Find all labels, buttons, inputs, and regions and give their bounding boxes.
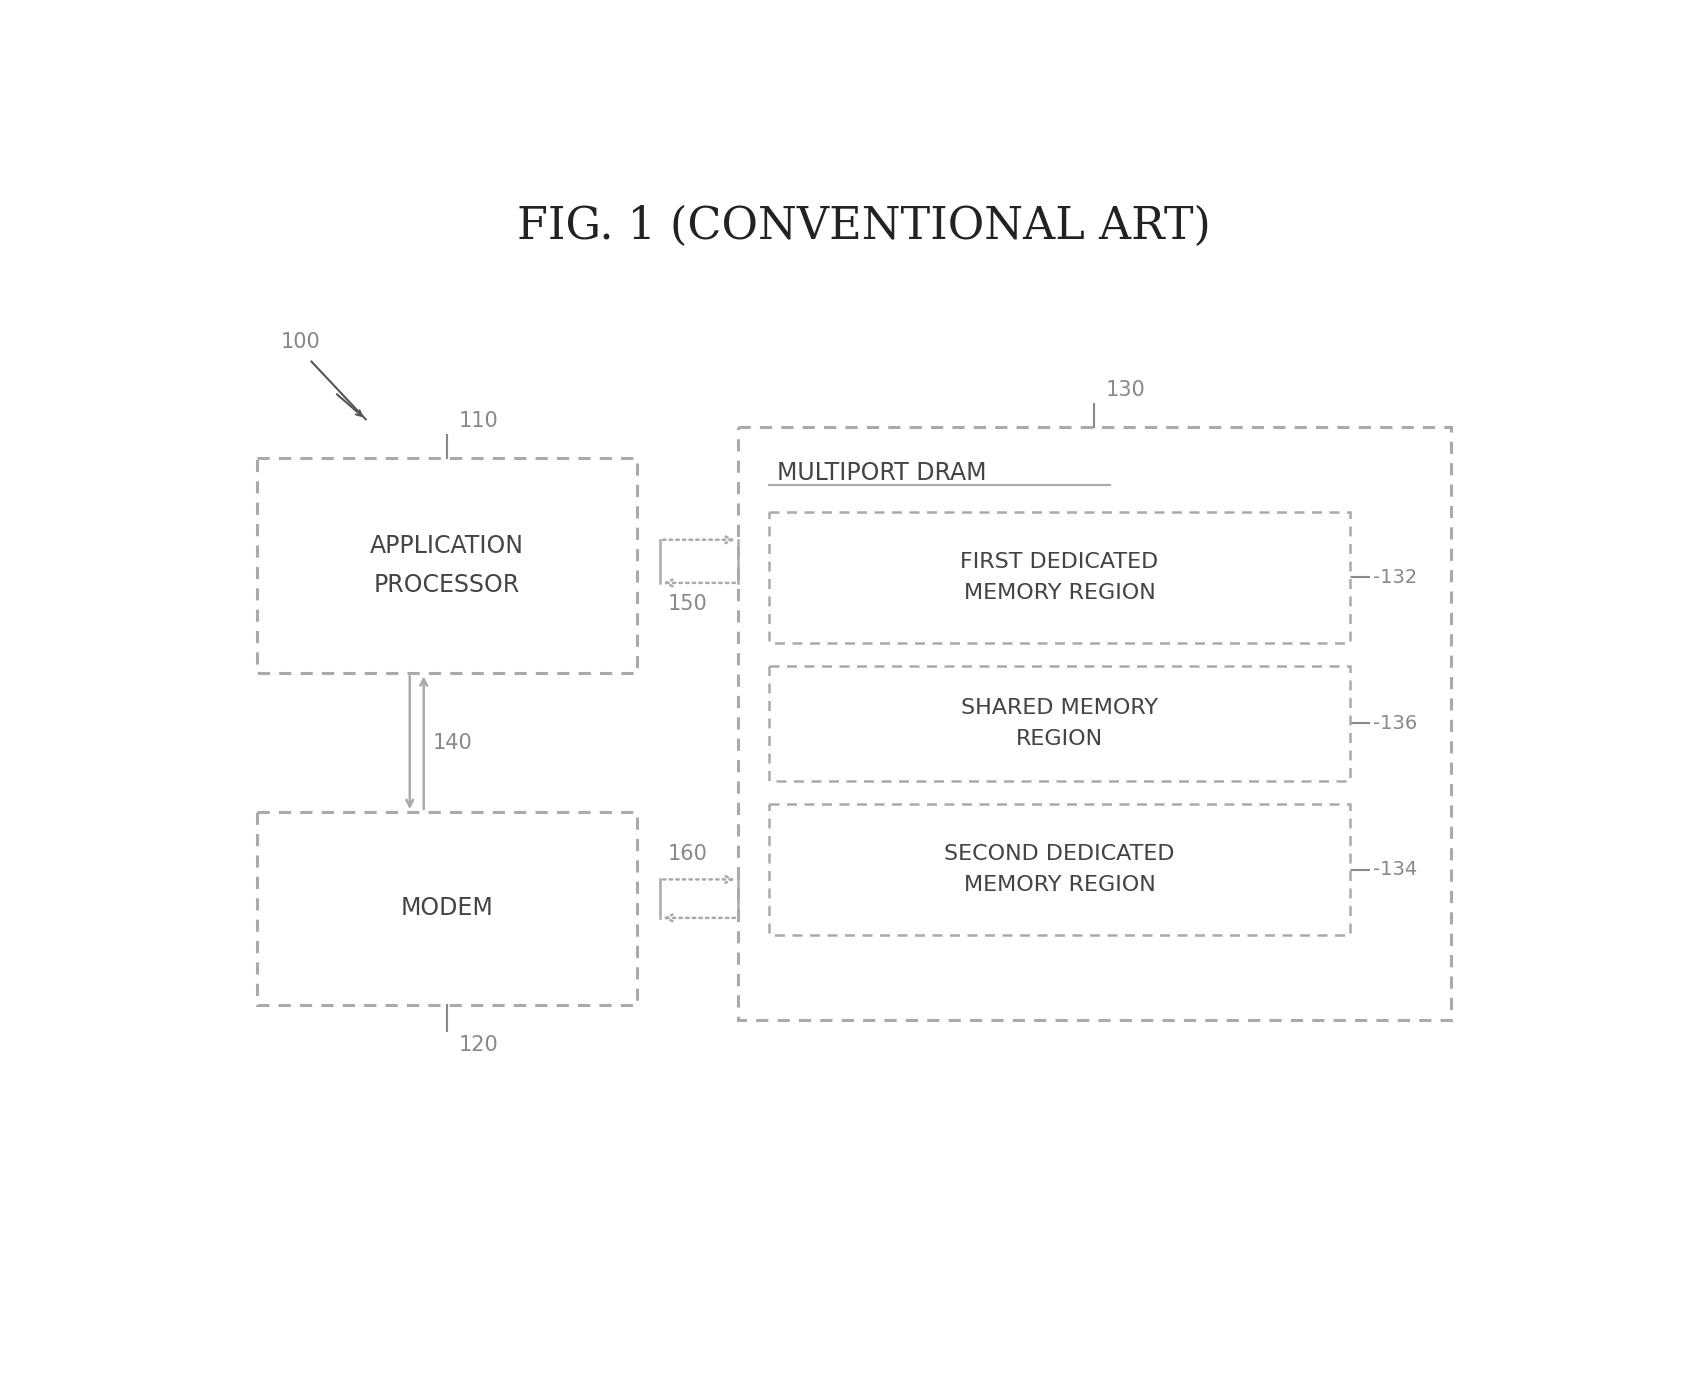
Text: 110: 110 bbox=[459, 410, 499, 431]
Text: -136: -136 bbox=[1374, 715, 1418, 733]
Text: 140: 140 bbox=[433, 733, 472, 753]
Text: MODEM: MODEM bbox=[401, 896, 494, 920]
Bar bbox=[738, 427, 1450, 1020]
Text: -132: -132 bbox=[1374, 567, 1418, 587]
Text: SHARED MEMORY
REGION: SHARED MEMORY REGION bbox=[961, 698, 1158, 749]
Text: 100: 100 bbox=[280, 332, 320, 353]
Text: MULTIPORT DRAM: MULTIPORT DRAM bbox=[777, 461, 986, 485]
Text: -134: -134 bbox=[1374, 861, 1418, 880]
Text: FIRST DEDICATED
MEMORY REGION: FIRST DEDICATED MEMORY REGION bbox=[961, 552, 1158, 603]
Bar bbox=[769, 665, 1350, 781]
Text: 160: 160 bbox=[668, 844, 708, 863]
Text: SECOND DEDICATED
MEMORY REGION: SECOND DEDICATED MEMORY REGION bbox=[944, 844, 1175, 895]
Text: FIG. 1 (CONVENTIONAL ART): FIG. 1 (CONVENTIONAL ART) bbox=[518, 205, 1211, 248]
Text: 130: 130 bbox=[1106, 380, 1145, 401]
Text: 150: 150 bbox=[668, 595, 708, 614]
Bar bbox=[258, 457, 637, 673]
Bar bbox=[769, 804, 1350, 935]
Bar bbox=[769, 512, 1350, 643]
Bar bbox=[258, 812, 637, 1005]
Text: APPLICATION
PROCESSOR: APPLICATION PROCESSOR bbox=[371, 534, 524, 598]
Text: 120: 120 bbox=[459, 1036, 499, 1055]
